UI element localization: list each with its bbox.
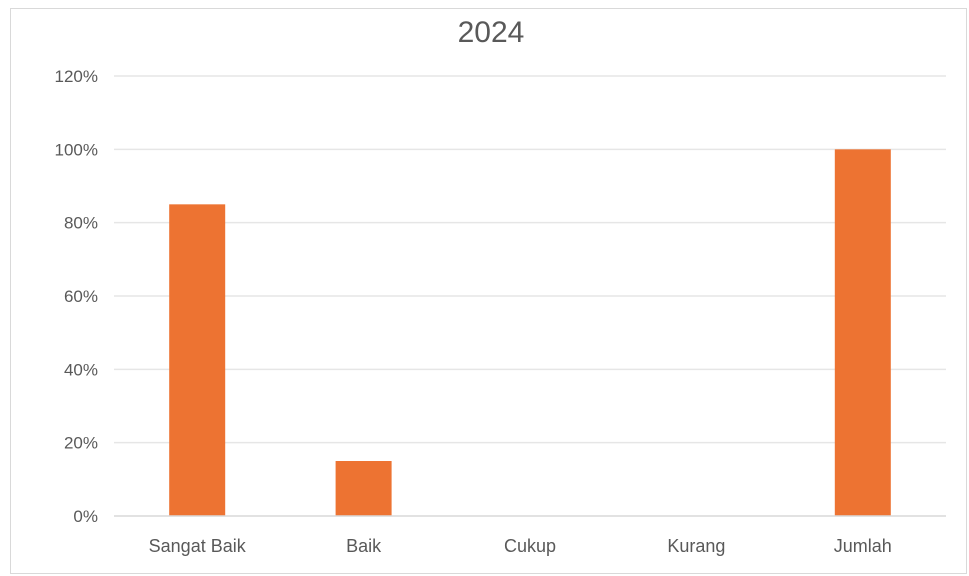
x-category-label: Sangat Baik	[149, 536, 247, 556]
y-tick-label: 60%	[64, 287, 98, 306]
y-tick-label: 20%	[64, 434, 98, 453]
gridlines	[114, 75, 946, 444]
y-axis-ticks: 0% 20% 40% 60% 80% 100% 120%	[55, 67, 98, 526]
x-category-label: Jumlah	[834, 536, 892, 556]
bar	[335, 461, 392, 516]
y-tick-label: 0%	[73, 507, 98, 526]
chart-title: 2024	[458, 16, 525, 49]
y-tick-label: 100%	[55, 140, 98, 159]
x-category-label: Baik	[346, 536, 382, 556]
y-tick-label: 40%	[64, 360, 98, 379]
x-category-label: Cukup	[504, 536, 556, 556]
y-tick-label: 120%	[55, 67, 98, 86]
x-category-label: Kurang	[667, 536, 725, 556]
bar	[834, 149, 891, 517]
bars	[169, 149, 891, 517]
x-axis-labels: Sangat Baik Baik Cukup Kurang Jumlah	[149, 536, 892, 556]
bar	[169, 204, 226, 517]
y-tick-label: 80%	[64, 214, 98, 233]
